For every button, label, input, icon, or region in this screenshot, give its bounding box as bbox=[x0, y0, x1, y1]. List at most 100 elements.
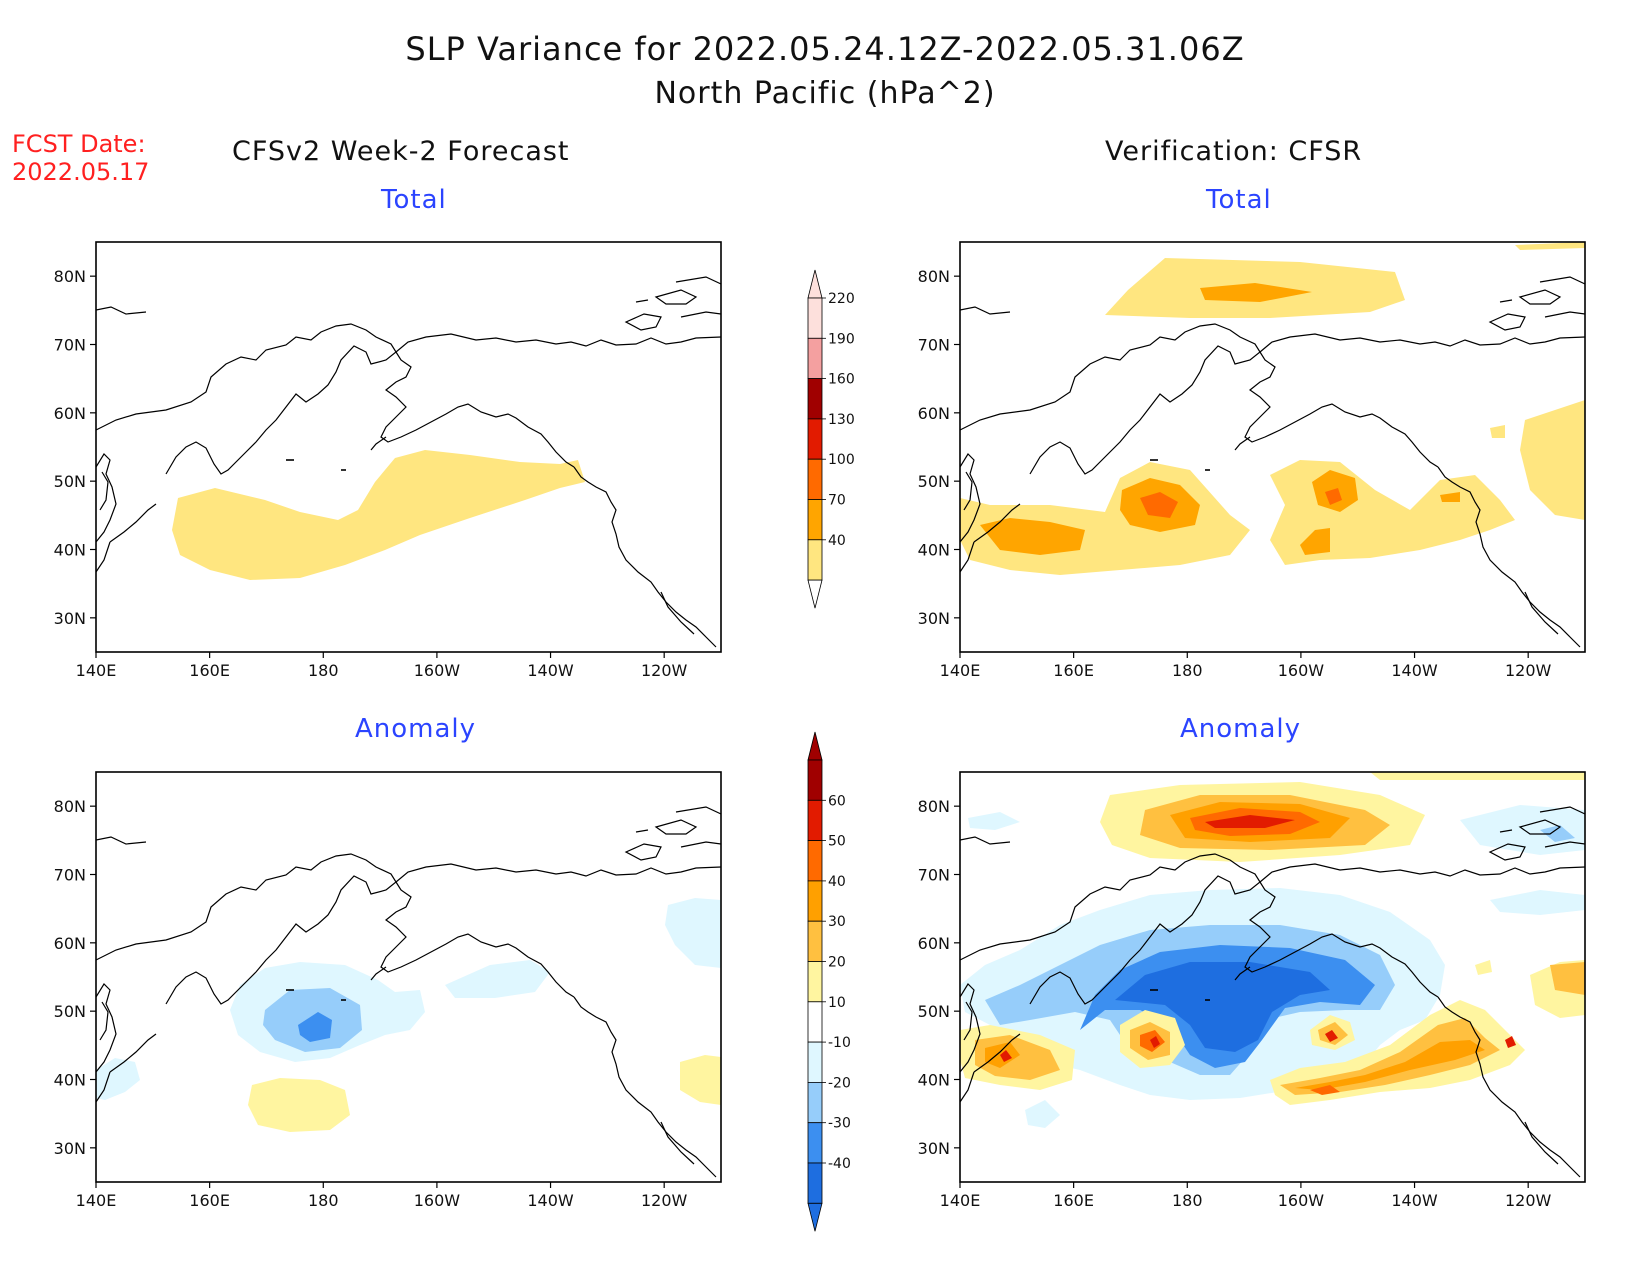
colorbar-label: -40 bbox=[828, 1156, 851, 1172]
fcst-date-label: FCST Date: bbox=[12, 130, 146, 158]
y-tick-label: 30N bbox=[54, 1139, 86, 1158]
colorbar-anomaly: -40 -30 -20 -10 10 20 30 40 50 60 bbox=[807, 731, 851, 1232]
colorbar-swatch bbox=[807, 759, 823, 801]
colorbar-label: 40 bbox=[828, 874, 846, 890]
colorbar-label: -10 bbox=[828, 1035, 851, 1051]
x-tick-label: 160W bbox=[1278, 1191, 1325, 1210]
colorbar-label: 190 bbox=[828, 331, 855, 347]
colorbar-swatch bbox=[807, 1001, 823, 1043]
x-tick-label: 180 bbox=[1172, 1191, 1203, 1210]
forecast-anomaly-title: Anomaly bbox=[355, 714, 477, 744]
x-tick-label: 140W bbox=[527, 661, 574, 680]
y-tick-label: 60N bbox=[54, 404, 86, 423]
y-tick-label: 50N bbox=[54, 472, 86, 491]
x-tick-label: 180 bbox=[1172, 661, 1203, 680]
colorbar-label: 100 bbox=[828, 452, 855, 468]
colorbar-swatch bbox=[807, 418, 823, 460]
colorbar-swatch bbox=[807, 799, 823, 841]
colorbar-swatch bbox=[807, 920, 823, 962]
verification-total-map bbox=[959, 241, 1586, 653]
x-tick-label: 140E bbox=[76, 1191, 117, 1210]
verification-column-title: Verification: CFSR bbox=[1105, 136, 1363, 167]
verification-anomaly-map bbox=[959, 771, 1586, 1183]
x-tick-label: 140W bbox=[527, 1191, 574, 1210]
colorbar-swatch bbox=[807, 539, 823, 581]
x-tick-label: 160E bbox=[189, 661, 230, 680]
colorbar-swatch bbox=[807, 297, 823, 339]
colorbar-swatch bbox=[807, 1082, 823, 1124]
colorbar-swatch bbox=[807, 1122, 823, 1164]
x-tick-label: 140W bbox=[1391, 661, 1438, 680]
x-tick-label: 120W bbox=[1505, 661, 1552, 680]
x-tick-label: 120W bbox=[641, 1191, 688, 1210]
colorbar-label: -20 bbox=[828, 1075, 851, 1091]
colorbar-label: 60 bbox=[828, 793, 846, 809]
x-tick-label: 160W bbox=[1278, 661, 1325, 680]
colorbar-swatch bbox=[807, 378, 823, 420]
y-tick-label: 50N bbox=[918, 472, 950, 491]
x-tick-label: 160W bbox=[414, 1191, 461, 1210]
x-tick-label: 120W bbox=[641, 661, 688, 680]
colorbar-label: -30 bbox=[828, 1116, 851, 1132]
colorbar-swatch bbox=[807, 880, 823, 922]
y-tick-label: 80N bbox=[54, 267, 86, 286]
colorbar-swatch bbox=[807, 458, 823, 500]
y-tick-label: 80N bbox=[54, 797, 86, 816]
y-tick-label: 70N bbox=[918, 866, 950, 885]
colorbar-swatch bbox=[807, 337, 823, 379]
colorbar-swatch bbox=[807, 961, 823, 1003]
x-tick-label: 140E bbox=[940, 661, 981, 680]
y-tick-label: 80N bbox=[918, 797, 950, 816]
y-tick-label: 40N bbox=[918, 1071, 950, 1090]
figure-subtitle: North Pacific (hPa^2) bbox=[654, 76, 996, 111]
figure-title: SLP Variance for 2022.05.24.12Z-2022.05.… bbox=[405, 30, 1245, 68]
colorbar-label: 20 bbox=[828, 955, 846, 971]
x-tick-label: 180 bbox=[308, 661, 339, 680]
y-tick-label: 50N bbox=[918, 1002, 950, 1021]
variance-40-shading bbox=[172, 450, 585, 580]
x-tick-label: 160E bbox=[1053, 1191, 1094, 1210]
forecast-total-title: Total bbox=[381, 185, 447, 215]
colorbar-label: 50 bbox=[828, 834, 846, 850]
forecast-total-map bbox=[95, 241, 722, 653]
colorbar-label: 130 bbox=[828, 412, 855, 428]
colorbar-label: 70 bbox=[828, 493, 846, 509]
y-tick-label: 80N bbox=[918, 267, 950, 286]
x-tick-label: 140E bbox=[940, 1191, 981, 1210]
x-tick-label: 160E bbox=[189, 1191, 230, 1210]
fcst-date-value: 2022.05.17 bbox=[12, 158, 150, 186]
colorbar-swatch bbox=[807, 1041, 823, 1083]
y-tick-label: 70N bbox=[918, 336, 950, 355]
colorbar-label: 220 bbox=[828, 291, 855, 307]
y-tick-label: 60N bbox=[54, 934, 86, 953]
colorbar-label: 160 bbox=[828, 372, 855, 388]
verification-total-title: Total bbox=[1206, 185, 1272, 215]
x-tick-label: 180 bbox=[308, 1191, 339, 1210]
verification-anomaly-title: Anomaly bbox=[1180, 714, 1302, 744]
y-tick-label: 60N bbox=[918, 934, 950, 953]
y-tick-label: 30N bbox=[918, 1139, 950, 1158]
x-tick-label: 140E bbox=[76, 661, 117, 680]
colorbar-total: 40 70 100 130 160 190 220 bbox=[807, 269, 855, 609]
y-tick-label: 40N bbox=[54, 541, 86, 560]
y-tick-label: 40N bbox=[918, 541, 950, 560]
colorbar-label: 30 bbox=[828, 914, 846, 930]
y-tick-label: 60N bbox=[918, 404, 950, 423]
forecast-column-title: CFSv2 Week-2 Forecast bbox=[232, 136, 570, 167]
y-tick-label: 30N bbox=[54, 609, 86, 628]
y-tick-label: 40N bbox=[54, 1071, 86, 1090]
y-tick-label: 30N bbox=[918, 609, 950, 628]
x-tick-label: 120W bbox=[1505, 1191, 1552, 1210]
colorbar-label: 40 bbox=[828, 533, 846, 549]
colorbar-swatch bbox=[807, 499, 823, 541]
x-tick-label: 160W bbox=[414, 661, 461, 680]
colorbar-label: 10 bbox=[828, 995, 846, 1011]
colorbar-swatch bbox=[807, 840, 823, 882]
x-tick-label: 140W bbox=[1391, 1191, 1438, 1210]
y-tick-label: 50N bbox=[54, 1002, 86, 1021]
x-tick-label: 160E bbox=[1053, 661, 1094, 680]
colorbar-swatch bbox=[807, 1162, 823, 1204]
axis-tick-labels: 140E 160E 180 160W 140W 120W 30N 40N 50N 60N 70N 80… bbox=[54, 267, 1552, 1210]
